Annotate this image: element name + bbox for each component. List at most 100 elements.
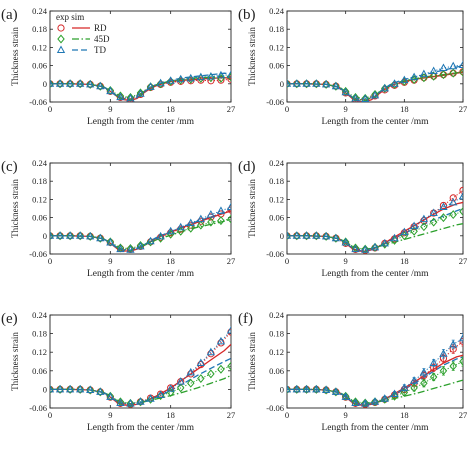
exp-point-td [86, 231, 95, 240]
x-tick-label: 27 [459, 256, 468, 266]
exp-point-td [55, 79, 65, 87]
exp-point-45d [217, 216, 225, 226]
exp-point-td [361, 94, 370, 102]
exp-point-td [380, 238, 389, 247]
exp-point-45d [50, 384, 54, 394]
exp-point-td [65, 231, 75, 239]
exp-point-td [287, 231, 292, 239]
sim-line-rd [50, 343, 231, 407]
sim-line-45d [50, 75, 231, 100]
x-tick-label: 0 [48, 256, 52, 266]
x-tick-label: 27 [459, 410, 468, 420]
exp-point-45d [166, 229, 175, 239]
exp-point-td [216, 336, 226, 345]
exp-point-45d [341, 237, 350, 247]
y-tick-label: 0.18 [32, 329, 47, 339]
exp-point-td [458, 60, 463, 68]
exp-point-td [331, 81, 341, 90]
y-axis-label: Thickness strain [10, 27, 20, 86]
x-axis-label: Length from the center /mm [87, 268, 195, 279]
exp-line-45d [287, 211, 463, 250]
exp-point-45d [429, 372, 438, 382]
y-tick-label: 0.18 [32, 176, 47, 186]
exp-point-td [409, 376, 419, 384]
y-tick-label: 0.12 [269, 42, 284, 52]
sim-line-td [50, 208, 231, 252]
legend-marker-rd [57, 24, 65, 32]
exp-point-45d [449, 361, 457, 371]
x-tick-label: 18 [166, 104, 175, 114]
exp-point-45d [86, 385, 94, 395]
sim-line-td [50, 357, 231, 406]
exp-point-td [370, 90, 380, 99]
exp-point-rd [342, 239, 350, 247]
exp-point-45d [449, 68, 457, 78]
y-tick-label: -0.06 [266, 403, 284, 413]
exp-point-45d [217, 364, 225, 374]
exp-point-td [216, 70, 226, 79]
exp-point-td [287, 79, 292, 87]
x-tick-label: 0 [48, 410, 52, 420]
exp-point-td [429, 66, 438, 75]
exp-point-45d [312, 79, 321, 89]
y-axis-label: Thickness strain [247, 332, 257, 391]
panel-label: (c) [1, 159, 18, 175]
plot-frame [286, 10, 464, 103]
exp-point-45d [302, 79, 311, 89]
exp-point-45d [302, 231, 311, 241]
plot-area [287, 333, 463, 408]
exp-point-td [351, 93, 360, 102]
y-tick-label: -0.06 [29, 403, 47, 413]
y-tick-label: 0.24 [269, 158, 285, 168]
exp-point-45d [76, 384, 84, 394]
exp-point-45d [332, 233, 340, 243]
exp-point-45d [227, 361, 231, 371]
exp-point-45d [187, 378, 195, 388]
exp-point-45d [96, 387, 105, 397]
exp-point-td [321, 79, 331, 88]
exp-point-45d [459, 357, 463, 366]
exp-point-td [65, 79, 75, 87]
exp-point-td [390, 79, 399, 87]
x-tick-label: 27 [227, 104, 236, 114]
exp-point-td [126, 93, 135, 102]
y-tick-label: 0.18 [269, 329, 284, 339]
exp-point-td [331, 387, 341, 395]
legend-marker-45d [57, 34, 65, 44]
exp-point-td [361, 399, 370, 407]
exp-point-45d [217, 73, 225, 83]
exp-point-45d [76, 231, 84, 241]
exp-point-45d [381, 83, 389, 93]
exp-point-45d [410, 383, 418, 393]
exp-point-td [116, 398, 125, 407]
exp-point-td [96, 387, 105, 395]
y-tick-label: 0.24 [32, 310, 48, 320]
y-tick-label: 0 [43, 384, 47, 394]
x-tick-label: 18 [166, 410, 175, 420]
panel-label: (b) [238, 7, 256, 23]
plot-area [50, 202, 231, 254]
y-tick-label: 0 [43, 231, 47, 241]
exp-point-45d [207, 217, 215, 227]
legend-marker-td [56, 45, 66, 53]
x-tick-label: 9 [108, 256, 112, 266]
exp-point-td [106, 86, 115, 95]
exp-point-rd [197, 76, 205, 84]
legend-label: 45D [94, 34, 110, 44]
exp-point-td [146, 82, 155, 90]
exp-point-td [331, 233, 341, 242]
exp-point-td [76, 79, 85, 87]
exp-point-45d [302, 384, 311, 394]
exp-point-td [400, 75, 409, 84]
exp-point-45d [429, 217, 438, 227]
exp-point-45d [439, 366, 448, 376]
exp-point-td [292, 231, 301, 239]
x-tick-label: 18 [400, 104, 409, 114]
y-tick-label: -0.06 [29, 249, 47, 259]
exp-point-td [65, 384, 75, 393]
exp-line-td [287, 64, 463, 100]
exp-point-td [136, 397, 145, 405]
x-tick-label: 9 [344, 104, 348, 114]
y-axis-label: Thickness strain [247, 179, 257, 238]
